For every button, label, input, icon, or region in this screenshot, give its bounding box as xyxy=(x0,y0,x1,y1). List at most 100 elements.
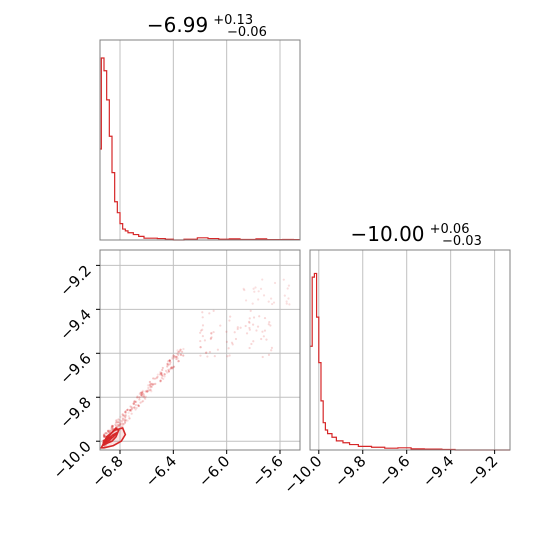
scatter-point xyxy=(166,364,169,367)
scatter-point xyxy=(271,302,274,306)
scatter-point xyxy=(177,350,180,354)
histogram-step-2 xyxy=(310,272,510,451)
scatter-point xyxy=(124,420,127,423)
scatter-point xyxy=(208,312,211,315)
scatter-point xyxy=(168,359,171,362)
scatter-point xyxy=(142,393,145,396)
scatter-point xyxy=(144,390,147,393)
scatter-point xyxy=(244,299,248,302)
scatter-point xyxy=(226,355,229,358)
scatter-point xyxy=(124,410,127,414)
grid-lines xyxy=(119,40,281,240)
scatter-point xyxy=(245,332,249,335)
scatter-point xyxy=(178,350,181,353)
scatter-point xyxy=(131,406,134,409)
scatter-point xyxy=(152,377,155,380)
scatter-point xyxy=(117,424,120,427)
scatter-point xyxy=(204,351,208,354)
scatter-point xyxy=(128,409,132,412)
scatter-point xyxy=(171,366,174,369)
scatter-point xyxy=(161,374,164,377)
scatter-point xyxy=(180,350,184,353)
scatter-point xyxy=(230,341,234,344)
x-tick-label: −9.4 xyxy=(419,452,457,490)
scatter-point xyxy=(175,355,178,359)
scatter-point xyxy=(170,366,173,369)
scatter-point xyxy=(129,408,132,411)
scatter-point xyxy=(147,389,150,392)
x-tick-label: −10.0 xyxy=(280,452,325,497)
y-tick-label: −9.2 xyxy=(56,261,94,299)
scatter-point xyxy=(169,368,172,371)
scatter-point xyxy=(167,363,170,366)
scatter-point xyxy=(105,432,108,435)
scatter-point xyxy=(159,371,162,374)
scatter-point xyxy=(128,417,131,420)
scatter-point xyxy=(140,393,143,397)
scatter-point xyxy=(250,342,253,346)
scatter-point xyxy=(110,427,113,430)
x-tick-label: −9.8 xyxy=(331,452,369,490)
scatter-point xyxy=(110,425,114,428)
scatter-point xyxy=(205,351,208,354)
scatter-point xyxy=(176,357,179,360)
scatter-point xyxy=(163,375,166,378)
x-tick-label: −9.2 xyxy=(463,452,501,490)
panel-frame xyxy=(99,39,301,241)
title-2-upper: +0.06 xyxy=(430,222,470,237)
scatter-point xyxy=(171,356,174,359)
scatter-point xyxy=(141,400,144,403)
scatter-point xyxy=(142,395,145,398)
scatter-point xyxy=(107,429,110,432)
scatter-point xyxy=(179,349,182,352)
scatter-point xyxy=(136,395,139,398)
scatter-point xyxy=(115,419,118,422)
scatter-point xyxy=(168,359,171,362)
scatter-point xyxy=(227,347,230,350)
scatter-point xyxy=(155,377,158,380)
scatter-point xyxy=(160,372,163,375)
scatter-point xyxy=(177,360,180,363)
scatter-point xyxy=(261,330,264,333)
scatter-point xyxy=(106,429,110,433)
scatter-point xyxy=(123,414,126,417)
scatter-point xyxy=(234,337,238,341)
density-contours xyxy=(100,426,127,449)
scatter-point xyxy=(147,386,150,389)
scatter-point xyxy=(163,373,166,376)
scatter-point xyxy=(146,389,149,392)
scatter-point xyxy=(209,336,213,340)
scatter-point xyxy=(141,391,144,395)
scatter-point xyxy=(149,388,152,392)
scatter-point xyxy=(111,427,114,430)
y-tick-label: −9.4 xyxy=(56,305,94,343)
scatter-point xyxy=(208,350,212,354)
scatter-point xyxy=(118,424,121,427)
scatter-point xyxy=(199,329,203,332)
scatter-panel xyxy=(99,249,301,451)
scatter-point xyxy=(252,323,255,326)
scatter-point xyxy=(255,329,258,332)
scatter-point xyxy=(168,359,171,362)
scatter-point xyxy=(179,353,182,356)
scatter-point xyxy=(138,392,141,396)
scatter-point xyxy=(182,347,185,351)
scatter-point xyxy=(135,400,138,403)
scatter-point xyxy=(236,327,239,331)
histogram-step-1 xyxy=(100,57,300,241)
scatter-point xyxy=(273,281,277,285)
tick-labels: −6.8 −6.4 −6.0 −5.6−10.0−9.8−9.6−9.4−9.2−10… xyxy=(50,261,502,497)
scatter-point xyxy=(149,386,152,389)
scatter-point xyxy=(175,357,178,361)
scatter-point xyxy=(243,288,246,292)
scatter-point xyxy=(142,395,146,398)
scatter-point xyxy=(219,324,222,327)
scatter-point xyxy=(272,301,276,304)
scatter-point xyxy=(132,402,135,405)
scatter-point xyxy=(121,414,125,417)
scatter-point xyxy=(111,424,114,428)
scatter-point xyxy=(171,357,174,360)
scatter-point xyxy=(287,297,290,300)
scatter-point xyxy=(166,371,169,374)
scatter-point xyxy=(122,423,125,426)
